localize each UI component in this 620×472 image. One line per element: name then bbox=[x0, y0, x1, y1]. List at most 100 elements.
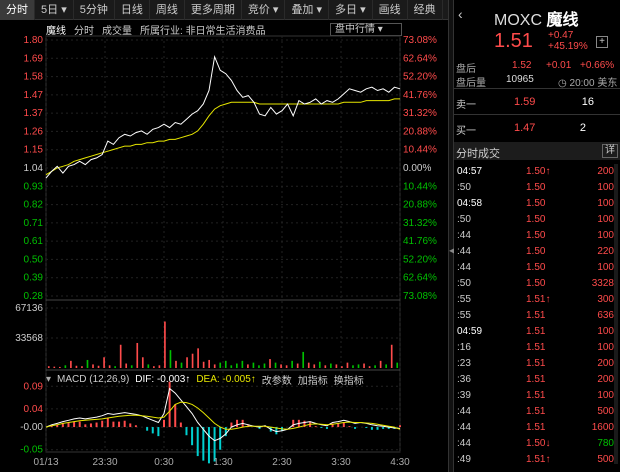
y-tick-right: 41.76% bbox=[403, 90, 437, 101]
back-icon[interactable]: ‹ bbox=[458, 6, 463, 22]
trade-volume: 100 bbox=[597, 230, 614, 241]
volume-bar bbox=[302, 351, 305, 368]
volume-bar bbox=[75, 365, 78, 368]
price-change: +0.47 +45.19% bbox=[548, 30, 588, 52]
volume-bar bbox=[202, 361, 205, 368]
volume-bar bbox=[247, 364, 249, 368]
y-tick-right: 73.08% bbox=[403, 291, 437, 302]
volume-bar bbox=[318, 361, 321, 368]
tab-auction[interactable]: 竞价 ▾ bbox=[242, 0, 286, 20]
tab-timeshare[interactable]: 分时 bbox=[0, 0, 35, 20]
volume-tick: 33568 bbox=[15, 333, 43, 344]
y-tick-left: 0.28 bbox=[24, 291, 44, 302]
divider bbox=[454, 114, 620, 115]
volume-bar bbox=[263, 363, 266, 368]
after-hours-change: +0.01 bbox=[546, 60, 572, 71]
y-tick-left: 1.26 bbox=[24, 126, 44, 137]
legend-magic-line[interactable]: 魔线 bbox=[46, 25, 66, 37]
collapse-arrow-icon[interactable]: ◀ bbox=[449, 246, 456, 255]
y-tick-left: 1.58 bbox=[24, 72, 44, 83]
tab-weekly[interactable]: 周线 bbox=[150, 0, 185, 20]
volume-bar bbox=[186, 357, 188, 368]
panel-splitter[interactable]: ◀ bbox=[448, 0, 456, 472]
volume-bar bbox=[53, 366, 56, 368]
trade-price: 1.51 bbox=[526, 326, 546, 337]
volume-bar bbox=[197, 348, 199, 368]
y-tick-right: 31.32% bbox=[403, 108, 437, 119]
trade-row: :50 1.50 100 bbox=[454, 180, 620, 196]
trade-row: 04:58 1.50 100 bbox=[454, 196, 620, 212]
switch-indicator-button[interactable]: 换指标 bbox=[333, 376, 364, 387]
trade-time: :44 bbox=[457, 246, 471, 257]
tab-draw[interactable]: 画线 bbox=[373, 0, 408, 20]
volume-bar bbox=[280, 364, 282, 368]
legend-volume[interactable]: 成交量 bbox=[102, 25, 132, 37]
add-watchlist-button[interactable]: + bbox=[596, 36, 608, 48]
x-tick: 0:30 bbox=[154, 457, 174, 468]
trade-price: 1.50 bbox=[526, 198, 546, 209]
legend-timeshare[interactable]: 分时 bbox=[74, 25, 94, 37]
y-tick-right: 52.20% bbox=[403, 72, 437, 83]
x-tick: 1:30 bbox=[213, 457, 233, 468]
y-tick-right: 62.64% bbox=[403, 273, 437, 284]
volume-bar bbox=[108, 365, 111, 368]
trade-time: :16 bbox=[457, 342, 471, 353]
trade-time: :36 bbox=[457, 374, 471, 385]
dif-readout: DIF: -0.003↑ bbox=[135, 374, 191, 385]
trade-price: 1.50 bbox=[526, 278, 546, 289]
chevron-down-icon: ▾ bbox=[61, 3, 67, 16]
trade-row: :44 1.50↓ 780 bbox=[454, 436, 620, 452]
volume-bar bbox=[191, 353, 194, 368]
volume-bar bbox=[313, 364, 316, 368]
tab-5day[interactable]: 5日 ▾ bbox=[35, 0, 74, 20]
add-indicator-button[interactable]: 加指标 bbox=[297, 376, 328, 387]
volume-bar bbox=[368, 366, 371, 368]
after-volume-label: 盘后量 bbox=[456, 78, 486, 89]
y-tick-left: 0.39 bbox=[24, 273, 44, 284]
volume-bar bbox=[81, 366, 83, 368]
change-params-button[interactable]: 改参数 bbox=[261, 376, 292, 387]
volume-bar bbox=[175, 360, 177, 368]
trade-volume: 500 bbox=[597, 406, 614, 417]
trade-price: 1.51↑ bbox=[526, 454, 551, 465]
trade-volume: 100 bbox=[597, 390, 614, 401]
ask-label: 卖一 bbox=[456, 100, 476, 111]
tab-daily[interactable]: 日线 bbox=[115, 0, 150, 20]
tab-multiday[interactable]: 多日 ▾ bbox=[329, 0, 373, 20]
trade-volume: 3328 bbox=[591, 278, 614, 289]
trade-time: :39 bbox=[457, 390, 471, 401]
trades-scrollbar[interactable] bbox=[614, 164, 618, 464]
tab-5min[interactable]: 5分钟 bbox=[74, 0, 115, 20]
dif-line bbox=[45, 387, 401, 442]
after-hours-pct: +0.66% bbox=[580, 60, 615, 71]
y-tick-left: 1.37 bbox=[24, 108, 44, 119]
y-tick-left: 1.15 bbox=[24, 145, 44, 156]
volume-bar bbox=[252, 362, 255, 368]
tab-more-periods[interactable]: 更多周期 bbox=[185, 0, 242, 20]
volume-bar bbox=[64, 365, 67, 368]
trades-detail-button[interactable]: 详 bbox=[602, 144, 618, 158]
macd-header: ▾ MACD (12,26,9) DIF: -0.003↑ DEA: -0.00… bbox=[46, 372, 364, 387]
trade-price: 1.51 bbox=[526, 390, 546, 401]
collapse-icon[interactable]: ▾ bbox=[46, 374, 52, 385]
divider bbox=[454, 88, 620, 89]
volume-bar bbox=[47, 366, 50, 368]
tab-classic[interactable]: 经典 bbox=[408, 0, 443, 20]
trade-time: 04:59 bbox=[457, 326, 483, 337]
volume-bar bbox=[224, 360, 227, 368]
trade-price: 1.50↑ bbox=[526, 166, 551, 177]
trade-row: :16 1.51 100 bbox=[454, 340, 620, 356]
trade-time: :44 bbox=[457, 406, 471, 417]
volume-bar bbox=[153, 366, 155, 368]
x-tick: 01/13 bbox=[33, 457, 58, 468]
trade-row: :44 1.50 100 bbox=[454, 228, 620, 244]
chevron-down-icon: ▾ bbox=[360, 3, 366, 16]
trade-volume: 200 bbox=[597, 374, 614, 385]
volume-bar bbox=[97, 365, 100, 368]
volume-bar bbox=[385, 364, 388, 368]
volume-bar bbox=[346, 362, 349, 368]
trade-price: 1.50 bbox=[526, 246, 546, 257]
price-line bbox=[45, 54, 401, 179]
tab-overlay[interactable]: 叠加 ▾ bbox=[285, 0, 330, 20]
y-tick-right: 62.64% bbox=[403, 53, 437, 64]
